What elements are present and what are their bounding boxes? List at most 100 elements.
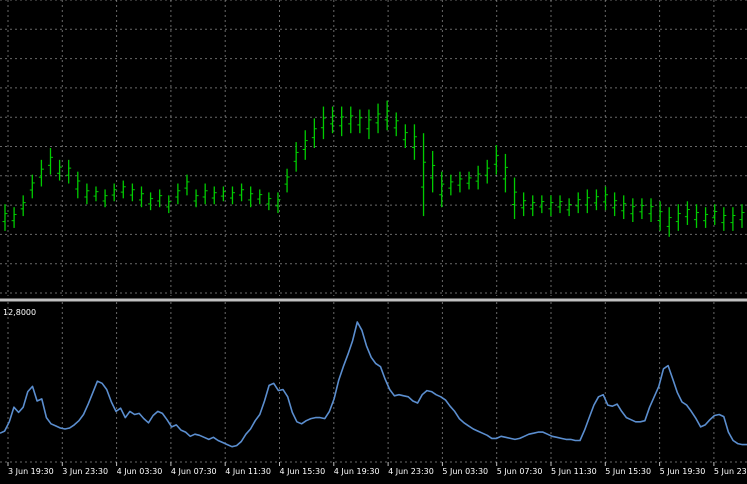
x-axis: 3 Jun 19:30 3 Jun 23:30 4 Jun 03:30 4 Jun 0… xyxy=(7,462,747,476)
x-tick-label: 3 Jun 23:30 xyxy=(62,467,108,476)
price-bar xyxy=(675,204,681,231)
price-bar xyxy=(111,183,117,202)
price-bar xyxy=(502,153,508,193)
price-bar xyxy=(411,124,417,160)
price-bar xyxy=(421,133,427,217)
price-bar xyxy=(530,195,536,217)
price-bar xyxy=(375,103,381,134)
price-bar xyxy=(684,201,690,225)
price-bar xyxy=(157,189,163,208)
x-tick-label: 5 Jun 23:30 xyxy=(714,467,747,476)
price-bar xyxy=(229,186,235,205)
price-bar xyxy=(621,195,627,220)
price-bar xyxy=(612,192,618,217)
price-bar xyxy=(275,192,281,214)
price-bar xyxy=(284,168,290,193)
price-bar xyxy=(220,186,226,202)
price-bar xyxy=(366,109,372,140)
price-bar xyxy=(575,192,581,214)
price-bar xyxy=(29,174,35,199)
price-bar xyxy=(539,195,545,214)
price-bar xyxy=(484,159,490,184)
price-bar xyxy=(57,159,63,181)
x-tick-label: 4 Jun 07:30 xyxy=(171,467,217,476)
indicator-series-line xyxy=(0,321,747,448)
price-bars xyxy=(2,100,745,237)
price-bar xyxy=(293,142,299,172)
price-bar xyxy=(475,165,481,190)
price-bar xyxy=(148,192,154,211)
price-bar xyxy=(311,118,317,148)
price-bar xyxy=(129,183,135,202)
x-tick-label: 4 Jun 11:30 xyxy=(225,467,271,476)
price-bar xyxy=(38,159,44,187)
price-bar xyxy=(694,204,700,228)
x-tick-label: 5 Jun 19:30 xyxy=(660,467,706,476)
price-bar xyxy=(639,198,645,220)
x-tick-label: 3 Jun 19:30 xyxy=(8,467,54,476)
price-bar xyxy=(257,189,263,205)
price-bar xyxy=(666,207,672,237)
x-tick-label: 5 Jun 15:30 xyxy=(605,467,651,476)
indicator-line xyxy=(0,321,747,448)
price-bar xyxy=(75,171,81,199)
price-bar xyxy=(239,183,245,202)
price-bar xyxy=(102,189,108,208)
price-bar xyxy=(703,207,709,228)
x-tick-label: 4 Jun 15:30 xyxy=(280,467,326,476)
price-bar xyxy=(11,207,17,228)
x-tick-label: 4 Jun 23:30 xyxy=(388,467,434,476)
price-bar xyxy=(439,171,445,208)
price-bar xyxy=(593,189,599,211)
price-bar xyxy=(730,207,736,231)
price-bar xyxy=(548,195,554,217)
price-bar xyxy=(138,186,144,208)
price-bar xyxy=(384,100,390,131)
x-tick-label: 5 Jun 11:30 xyxy=(551,467,597,476)
price-bar xyxy=(657,201,663,231)
price-bar xyxy=(202,183,208,205)
price-bar xyxy=(348,106,354,134)
price-bar xyxy=(302,130,308,160)
price-bar xyxy=(430,150,436,193)
price-bar xyxy=(357,109,363,134)
price-bar xyxy=(248,186,254,208)
price-bar xyxy=(566,198,572,217)
price-bar xyxy=(184,174,190,196)
price-bar xyxy=(630,198,636,222)
price-bar xyxy=(193,189,199,208)
price-bar xyxy=(712,204,718,225)
price-bar xyxy=(66,159,72,184)
price-bar xyxy=(47,148,53,175)
price-bar xyxy=(211,186,217,205)
price-bar xyxy=(20,195,26,217)
x-tick-label: 4 Jun 19:30 xyxy=(334,467,380,476)
price-bar xyxy=(175,183,181,205)
indicator-max-label: 12,8000 xyxy=(3,308,36,317)
price-bar xyxy=(521,192,527,217)
price-bar xyxy=(266,192,272,211)
price-bar xyxy=(448,174,454,196)
price-bar xyxy=(557,195,563,214)
price-bar xyxy=(721,207,727,231)
price-bar xyxy=(584,189,590,214)
grid xyxy=(0,0,747,463)
price-bar xyxy=(166,195,172,214)
price-bar xyxy=(330,106,336,134)
price-bar xyxy=(603,186,609,211)
price-bar xyxy=(393,112,399,137)
x-tick-label: 5 Jun 03:30 xyxy=(442,467,488,476)
price-bar xyxy=(648,198,654,222)
price-bar xyxy=(93,186,99,202)
price-bar xyxy=(2,204,8,231)
price-bar xyxy=(402,124,408,148)
price-bar xyxy=(739,204,745,228)
x-tick-label: 4 Jun 03:30 xyxy=(117,467,163,476)
price-bar xyxy=(466,171,472,190)
price-bar xyxy=(84,183,90,205)
price-bar xyxy=(120,180,126,199)
x-tick-label: 5 Jun 07:30 xyxy=(497,467,543,476)
price-bar xyxy=(512,177,518,220)
